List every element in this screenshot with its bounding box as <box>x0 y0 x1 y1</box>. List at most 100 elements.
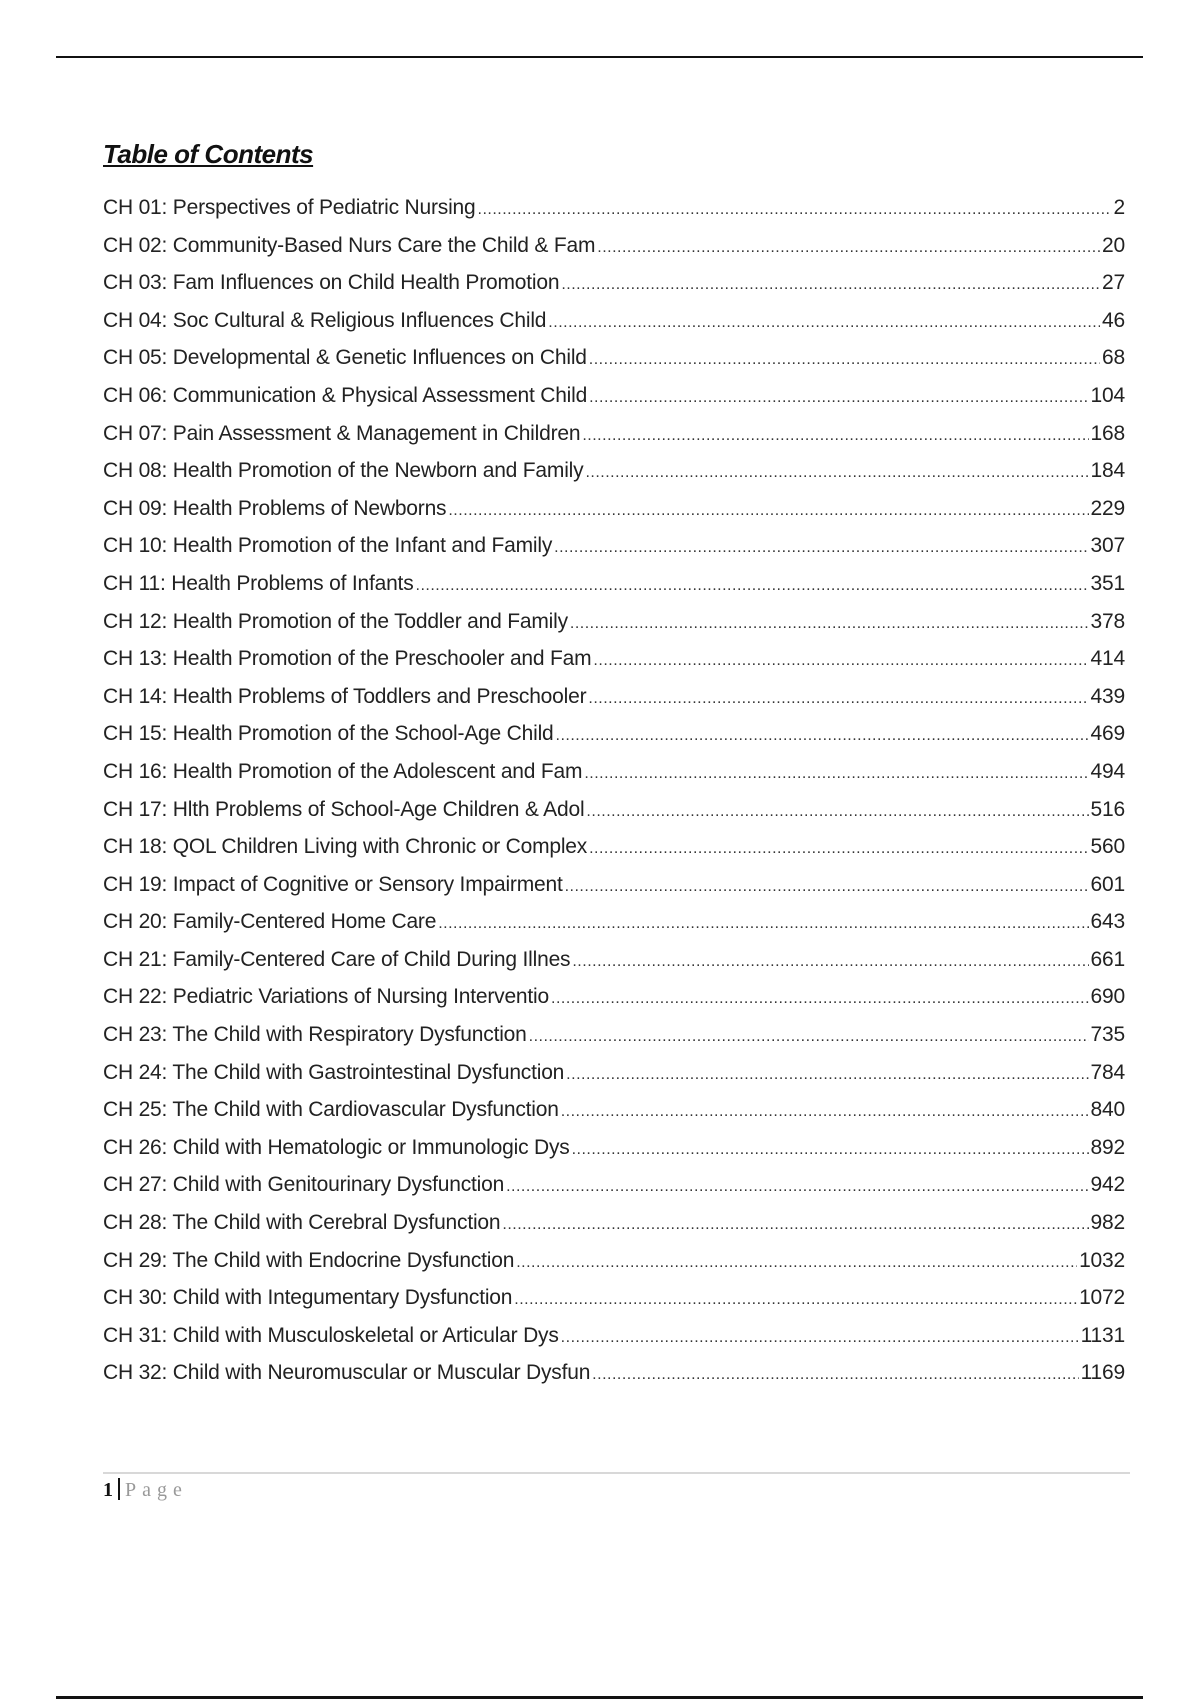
toc-entry-page: 1131 <box>1080 1323 1126 1347</box>
dot-leader <box>416 572 1089 596</box>
toc-entry-label[interactable]: CH 26: Child with Hematologic or Immunol… <box>103 1135 570 1159</box>
toc-entry-page: 469 <box>1090 722 1126 746</box>
toc-entry-page: 46 <box>1102 308 1125 332</box>
toc-entry[interactable]: CH 14: Health Problems of Toddlers and P… <box>103 685 1125 723</box>
toc-entry-label[interactable]: CH 31: Child with Musculoskeletal or Art… <box>103 1323 559 1347</box>
toc-entry[interactable]: CH 12: Health Promotion of the Toddler a… <box>103 610 1125 648</box>
toc-entry-label[interactable]: CH 05: Developmental & Genetic Influence… <box>103 346 587 370</box>
toc-entry-label[interactable]: CH 25: The Child with Cardiovascular Dys… <box>103 1098 559 1122</box>
dot-leader <box>572 1136 1089 1160</box>
toc-entry[interactable]: CH 28: The Child with Cerebral Dysfuncti… <box>103 1211 1125 1249</box>
toc-entry-label[interactable]: CH 03: Fam Influences on Child Health Pr… <box>103 271 560 295</box>
toc-entry-label[interactable]: CH 08: Health Promotion of the Newborn a… <box>103 459 584 483</box>
toc-entry[interactable]: CH 10: Health Promotion of the Infant an… <box>103 534 1125 572</box>
toc-entry-label[interactable]: CH 32: Child with Neuromuscular or Muscu… <box>103 1361 591 1385</box>
toc-entry[interactable]: CH 03: Fam Influences on Child Health Pr… <box>103 271 1125 309</box>
dot-leader <box>585 459 1088 483</box>
toc-list: CH 01: Perspectives of Pediatric Nursing… <box>103 196 1125 1399</box>
footer-separator <box>118 1478 120 1500</box>
page-label: Page <box>125 1479 188 1501</box>
toc-entry[interactable]: CH 27: Child with Genitourinary Dysfunct… <box>103 1173 1125 1211</box>
toc-entry[interactable]: CH 08: Health Promotion of the Newborn a… <box>103 459 1125 497</box>
dot-leader <box>548 309 1100 333</box>
toc-entry-label[interactable]: CH 16: Health Promotion of the Adolescen… <box>103 759 583 783</box>
toc-entry[interactable]: CH 29: The Child with Endocrine Dysfunct… <box>103 1249 1125 1287</box>
toc-entry-label[interactable]: CH 13: Health Promotion of the Preschool… <box>103 647 592 671</box>
toc-title: Table of Contents <box>103 139 314 169</box>
toc-entry-label[interactable]: CH 19: Impact of Cognitive or Sensory Im… <box>103 872 563 896</box>
toc-entry-label[interactable]: CH 09: Health Problems of Newborns <box>103 496 447 520</box>
dot-leader <box>570 610 1089 634</box>
toc-entry-label[interactable]: CH 30: Child with Integumentary Dysfunct… <box>103 1286 513 1310</box>
toc-entry[interactable]: CH 11: Health Problems of Infants 351 <box>103 572 1125 610</box>
page-number: 1 <box>103 1479 113 1501</box>
toc-entry[interactable]: CH 21: Family-Centered Care of Child Dur… <box>103 948 1125 986</box>
toc-entry-page: 439 <box>1090 684 1126 708</box>
toc-entry[interactable]: CH 06: Communication & Physical Assessme… <box>103 384 1125 422</box>
toc-entry-page: 1072 <box>1079 1286 1125 1310</box>
toc-entry-label[interactable]: CH 02: Community-Based Nurs Care the Chi… <box>103 233 596 257</box>
toc-entry-label[interactable]: CH 01: Perspectives of Pediatric Nursing <box>103 196 476 219</box>
toc-entry-label[interactable]: CH 17: Hlth Problems of School-Age Child… <box>103 797 585 821</box>
dot-leader <box>593 647 1088 671</box>
toc-entry-page: 104 <box>1090 383 1126 407</box>
toc-entry-label[interactable]: CH 20: Family-Centered Home Care <box>103 910 437 934</box>
toc-entry[interactable]: CH 07: Pain Assessment & Management in C… <box>103 422 1125 460</box>
toc-entry-page: 168 <box>1090 421 1126 445</box>
header-rule <box>56 56 1143 58</box>
toc-entry[interactable]: CH 30: Child with Integumentary Dysfunct… <box>103 1286 1125 1324</box>
toc-entry[interactable]: CH 20: Family-Centered Home Care 643 <box>103 910 1125 948</box>
dot-leader <box>478 196 1112 220</box>
toc-entry[interactable]: CH 18: QOL Children Living with Chronic … <box>103 835 1125 873</box>
dot-leader <box>584 760 1088 784</box>
toc-entry-label[interactable]: CH 18: QOL Children Living with Chronic … <box>103 835 588 859</box>
dot-leader <box>592 1361 1078 1385</box>
toc-entry-page: 229 <box>1090 496 1126 520</box>
toc-entry-page: 378 <box>1090 609 1126 633</box>
toc-entry[interactable]: CH 32: Child with Neuromuscular or Muscu… <box>103 1361 1125 1399</box>
toc-entry-label[interactable]: CH 24: The Child with Gastrointestinal D… <box>103 1060 565 1084</box>
toc-entry[interactable]: CH 19: Impact of Cognitive or Sensory Im… <box>103 873 1125 911</box>
toc-entry[interactable]: CH 02: Community-Based Nurs Care the Chi… <box>103 234 1125 272</box>
toc-entry-label[interactable]: CH 27: Child with Genitourinary Dysfunct… <box>103 1173 505 1197</box>
toc-entry[interactable]: CH 05: Developmental & Genetic Influence… <box>103 346 1125 384</box>
toc-entry-label[interactable]: CH 11: Health Problems of Infants <box>103 571 414 595</box>
toc-entry-page: 68 <box>1102 346 1125 370</box>
toc-entry-label[interactable]: CH 12: Health Promotion of the Toddler a… <box>103 609 568 633</box>
dot-leader <box>506 1173 1088 1197</box>
toc-entry-page: 351 <box>1090 571 1126 595</box>
toc-entry-page: 20 <box>1102 233 1125 257</box>
toc-entry[interactable]: CH 15: Health Promotion of the School-Ag… <box>103 722 1125 760</box>
dot-leader <box>566 1061 1088 1085</box>
toc-entry[interactable]: CH 22: Pediatric Variations of Nursing I… <box>103 985 1125 1023</box>
toc-entry[interactable]: CH 01: Perspectives of Pediatric Nursing… <box>103 196 1125 234</box>
toc-entry-label[interactable]: CH 28: The Child with Cerebral Dysfuncti… <box>103 1211 501 1235</box>
toc-entry[interactable]: CH 23: The Child with Respiratory Dysfun… <box>103 1023 1125 1061</box>
toc-entry[interactable]: CH 31: Child with Musculoskeletal or Art… <box>103 1324 1125 1362</box>
dot-leader <box>554 534 1088 558</box>
toc-entry-label[interactable]: CH 10: Health Promotion of the Infant an… <box>103 534 553 558</box>
toc-entry[interactable]: CH 13: Health Promotion of the Preschool… <box>103 647 1125 685</box>
toc-entry[interactable]: CH 04: Soc Cultural & Religious Influenc… <box>103 309 1125 347</box>
toc-entry[interactable]: CH 24: The Child with Gastrointestinal D… <box>103 1061 1125 1099</box>
dot-leader <box>589 346 1100 370</box>
toc-entry-page: 414 <box>1090 647 1126 671</box>
toc-entry-label[interactable]: CH 22: Pediatric Variations of Nursing I… <box>103 985 549 1009</box>
toc-entry[interactable]: CH 09: Health Problems of Newborns 229 <box>103 497 1125 535</box>
toc-entry[interactable]: CH 16: Health Promotion of the Adolescen… <box>103 760 1125 798</box>
toc-entry-label[interactable]: CH 21: Family-Centered Care of Child Dur… <box>103 947 571 971</box>
toc-entry[interactable]: CH 26: Child with Hematologic or Immunol… <box>103 1136 1125 1174</box>
toc-entry-label[interactable]: CH 14: Health Problems of Toddlers and P… <box>103 684 587 708</box>
toc-entry-page: 840 <box>1090 1098 1126 1122</box>
toc-entry[interactable]: CH 25: The Child with Cardiovascular Dys… <box>103 1098 1125 1136</box>
toc-entry-page: 560 <box>1090 835 1126 859</box>
toc-entry-label[interactable]: CH 06: Communication & Physical Assessme… <box>103 383 588 407</box>
dot-leader <box>597 234 1100 258</box>
toc-entry-label[interactable]: CH 15: Health Promotion of the School-Ag… <box>103 722 554 746</box>
toc-entry[interactable]: CH 17: Hlth Problems of School-Age Child… <box>103 798 1125 836</box>
toc-entry-label[interactable]: CH 29: The Child with Endocrine Dysfunct… <box>103 1248 515 1272</box>
toc-entry-page: 982 <box>1090 1211 1126 1235</box>
toc-entry-label[interactable]: CH 07: Pain Assessment & Management in C… <box>103 421 581 445</box>
toc-entry-label[interactable]: CH 04: Soc Cultural & Religious Influenc… <box>103 308 547 332</box>
toc-entry-label[interactable]: CH 23: The Child with Respiratory Dysfun… <box>103 1023 527 1047</box>
